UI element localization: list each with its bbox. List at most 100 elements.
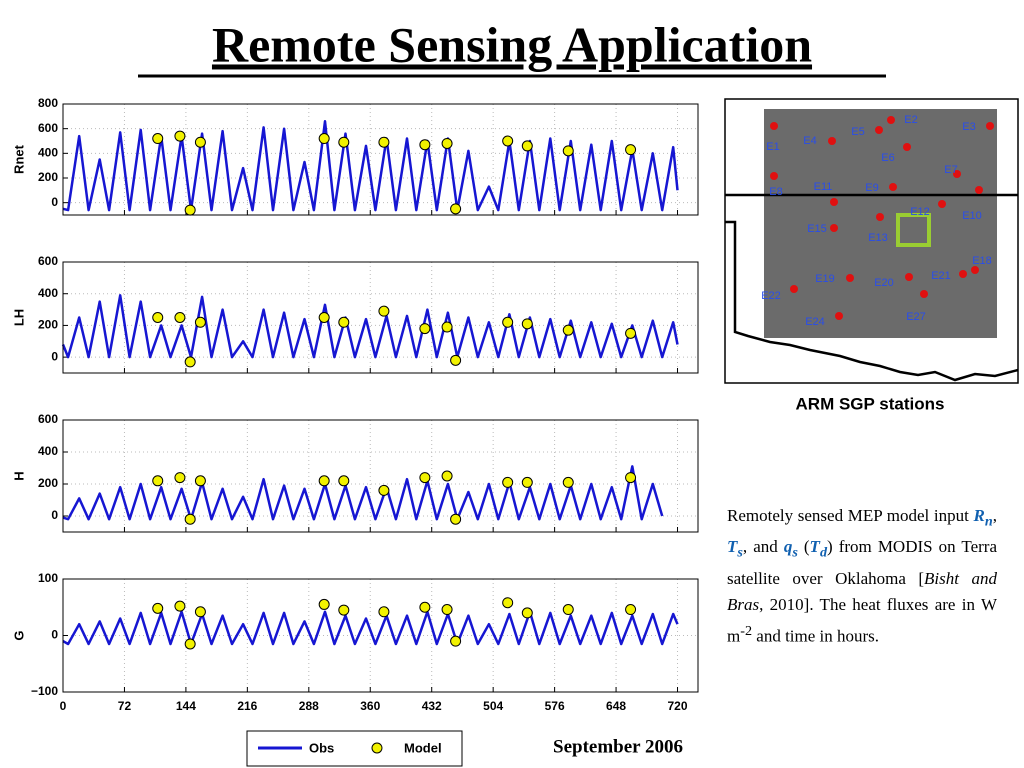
model-point (318, 598, 330, 610)
y-tick-label: 100 (38, 571, 58, 585)
y-tick-label: 200 (38, 170, 58, 184)
var-sub: s (792, 544, 798, 561)
station-dot (971, 266, 979, 274)
model-point (152, 133, 164, 145)
station-dot (876, 213, 884, 221)
y-tick-label: 0 (51, 195, 58, 209)
model-point (184, 513, 196, 525)
model-point (562, 324, 574, 336)
station-dot (770, 172, 778, 180)
obs-line (62, 465, 664, 521)
model-point (450, 635, 462, 647)
text: ) from MODIS on Terra satellite over Okl… (727, 537, 998, 588)
model-point (338, 604, 350, 616)
model-point (174, 130, 186, 142)
station-dot (920, 290, 928, 298)
model-point (184, 356, 196, 368)
text: , 2010]. The heat fluxes are in W m (727, 594, 997, 646)
y-axis-label: Rnet (11, 144, 26, 174)
model-point (152, 602, 164, 614)
model-point (174, 312, 186, 323)
y-axis-label: LH (11, 309, 26, 326)
x-tick-label: 648 (606, 699, 626, 713)
model-point (378, 606, 390, 618)
superscript: -2 (740, 622, 753, 639)
x-tick-label: 432 (422, 699, 442, 713)
model-point (502, 597, 514, 609)
model-point (450, 203, 462, 215)
model-point (450, 513, 462, 525)
y-tick-label: 400 (38, 444, 58, 458)
legend-label: Model (404, 740, 442, 755)
obs-line (61, 294, 679, 359)
text: and time in hours. (752, 626, 880, 646)
model-point (338, 316, 350, 328)
x-tick-label: 360 (360, 699, 380, 713)
legend-model-swatch (371, 742, 383, 754)
y-tick-label: 200 (38, 318, 58, 332)
model-point (441, 137, 453, 149)
station-label: E1 (766, 141, 779, 153)
model-point (174, 472, 186, 484)
station-label: E19 (815, 273, 835, 285)
model-point (318, 312, 330, 323)
obs-line (62, 120, 679, 212)
station-label: E22 (761, 290, 781, 302)
model-point (152, 475, 164, 487)
station-label: E20 (874, 277, 894, 289)
model-point (562, 476, 574, 488)
y-tick-label: 200 (38, 476, 58, 490)
y-tick-label: 600 (38, 254, 58, 268)
text: ( (797, 537, 810, 557)
y-tick-label: 0 (51, 349, 58, 363)
model-point (562, 145, 574, 157)
model-point (625, 327, 637, 339)
var-sub: d (819, 544, 828, 561)
station-dot (889, 183, 897, 191)
plot-frame (62, 103, 699, 216)
model-point (378, 136, 390, 148)
var: T (727, 537, 738, 557)
station-label: E2 (904, 114, 917, 126)
station-label: E6 (881, 152, 894, 164)
station-dot (953, 170, 961, 178)
station-dot (959, 270, 967, 278)
model-point (502, 316, 514, 328)
model-point (521, 607, 533, 619)
station-label: E5 (851, 126, 864, 138)
station-label: E12 (910, 206, 930, 218)
station-label: E13 (868, 232, 888, 244)
model-point (419, 601, 431, 613)
y-tick-label: 0 (51, 628, 58, 642)
model-point (338, 136, 350, 148)
model-point (441, 604, 453, 616)
model-point (174, 600, 186, 612)
station-label: E3 (962, 121, 975, 133)
station-label: E4 (803, 135, 816, 147)
station-label: E8 (769, 186, 782, 198)
model-point (521, 318, 533, 330)
model-point (441, 321, 453, 333)
state-outline (725, 220, 1019, 382)
station-label: E27 (906, 311, 926, 323)
chart: 0 200 400 600 800 Rnet (11, 96, 699, 216)
model-point (194, 136, 206, 148)
obs-line (62, 610, 679, 646)
x-tick-label: 144 (176, 699, 196, 713)
chart: 0 200 400 600 LH (11, 254, 699, 374)
station-dot (887, 116, 895, 124)
var: R (973, 506, 985, 525)
var: T (809, 537, 820, 557)
site-box (896, 213, 931, 247)
slide-title: Remote Sensing Application (212, 16, 812, 72)
model-point (625, 472, 637, 484)
map-area (764, 109, 997, 338)
text: Remotely sensed MEP model input (727, 506, 974, 525)
plot-frame (62, 261, 699, 374)
text: , (992, 506, 997, 525)
x-tick-label: 288 (299, 699, 319, 713)
model-point (521, 140, 533, 152)
map-caption: ARM SGP stations (796, 394, 945, 413)
